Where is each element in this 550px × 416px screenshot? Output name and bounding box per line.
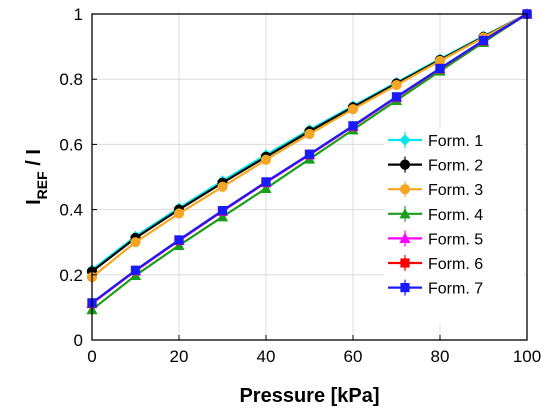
data-point <box>391 92 402 102</box>
y-axis-label-rest: / I <box>23 149 45 171</box>
tick-labels: 0 20 40 60 80 100 0 0.2 0.4 0.6 0.8 1 <box>59 5 541 366</box>
data-point <box>304 128 315 140</box>
data-point <box>216 211 229 222</box>
legend-label: Form. 1 <box>428 133 483 150</box>
data-point <box>130 237 141 248</box>
y-axis-label-main: I <box>23 199 45 205</box>
y-axis-label-subscript: REF <box>34 171 50 199</box>
data-point <box>435 63 445 74</box>
data-point <box>347 104 359 115</box>
data-point <box>217 181 228 192</box>
data-point <box>260 154 272 165</box>
series-group <box>86 8 533 315</box>
data-point <box>348 121 358 131</box>
y-tick-label: 0.4 <box>59 201 83 220</box>
y-tick-label: 0.6 <box>59 135 83 154</box>
data-point <box>217 205 228 216</box>
data-point <box>478 35 489 46</box>
legend-label: Form. 4 <box>428 207 483 224</box>
legend-marker <box>399 134 411 146</box>
x-tick-label: 60 <box>344 347 363 366</box>
legend-marker <box>400 258 410 268</box>
data-point <box>130 265 141 275</box>
data-point <box>260 182 272 194</box>
data-point <box>173 208 185 219</box>
data-point <box>261 177 271 187</box>
x-tick-label: 0 <box>87 347 96 366</box>
legend-label: Form. 7 <box>428 281 483 298</box>
x-tick-label: 40 <box>257 347 276 366</box>
legend-item: Form. 2 <box>388 156 483 175</box>
x-tick-label: 80 <box>431 347 450 366</box>
x-axis-label: Pressure [kPa] <box>239 385 379 407</box>
legend-item: Form. 4 <box>388 205 483 224</box>
y-tick-label: 0.2 <box>59 266 83 285</box>
plot-area <box>91 13 528 341</box>
legend-marker <box>399 184 411 195</box>
data-point <box>174 235 184 245</box>
data-point <box>391 79 402 91</box>
y-tick-label: 0 <box>74 331 83 350</box>
legend-marker <box>400 283 410 293</box>
legend-marker <box>399 232 411 243</box>
data-point <box>304 149 315 159</box>
legend-marker <box>399 159 411 170</box>
legend-item: Form. 3 <box>388 181 483 199</box>
legend-label: Form. 6 <box>428 256 483 273</box>
legend-marker <box>399 208 411 219</box>
legend-label: Form. 2 <box>428 158 483 175</box>
legend-label: Form. 5 <box>428 231 483 248</box>
y-axis-label: IREF / I <box>23 149 50 205</box>
x-tick-label: 20 <box>170 347 189 366</box>
legend-item: Form. 7 <box>388 279 483 298</box>
legend-item: Form. 5 <box>388 230 483 248</box>
legend: Form. 1 Form. 2 Form. 3 Form. 4 Form. 5 Form.… <box>384 128 524 324</box>
x-tick-label: 100 <box>513 347 541 366</box>
legend-item: Form. 6 <box>388 255 483 273</box>
legend-label: Form. 3 <box>428 182 483 199</box>
y-tick-label: 0.8 <box>59 70 83 89</box>
legend-item: Form. 1 <box>388 132 483 150</box>
y-tick-label: 1 <box>74 5 83 24</box>
